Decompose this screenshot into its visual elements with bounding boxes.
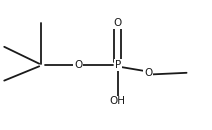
Text: P: P [114,60,121,70]
Text: O: O [114,18,122,28]
Text: O: O [74,60,82,70]
Text: O: O [144,68,152,78]
Text: OH: OH [110,96,126,106]
